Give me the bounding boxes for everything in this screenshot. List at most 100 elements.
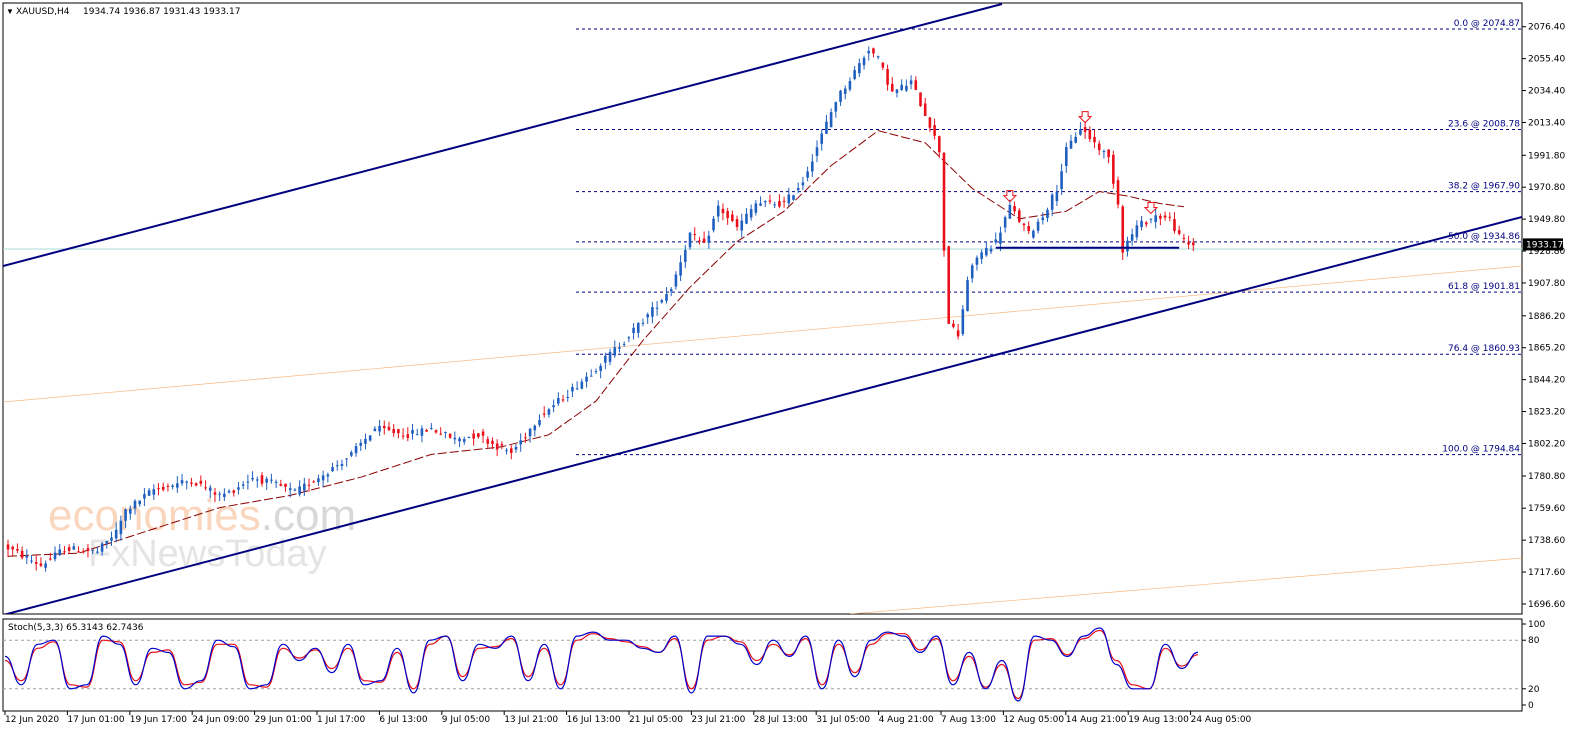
candle-body — [862, 57, 866, 66]
candle-body — [740, 220, 744, 231]
candle-body — [905, 85, 908, 91]
candle-body — [100, 543, 104, 552]
candle-body — [190, 482, 193, 484]
channel-lower-line — [3, 216, 1522, 614]
candle-body — [956, 330, 960, 337]
candle-body — [1046, 209, 1049, 219]
candle-body — [260, 475, 264, 484]
candle-body — [472, 433, 475, 439]
candle-body — [651, 307, 654, 317]
time-tick-label: 12 Jun 2020 — [5, 715, 59, 725]
candle-body — [834, 102, 838, 112]
candle-body — [599, 365, 602, 371]
candle-body — [25, 555, 29, 558]
candle-body — [1168, 216, 1172, 218]
current-price-box-bg — [1523, 238, 1563, 251]
candle-body — [161, 486, 165, 490]
candle-body — [378, 425, 381, 432]
candle-body — [1036, 221, 1040, 231]
candle-body — [778, 201, 781, 207]
candle-body — [439, 433, 443, 435]
candle-body — [961, 309, 965, 335]
candle-body — [773, 204, 776, 206]
candle-body — [1093, 136, 1096, 143]
candle-body — [608, 352, 612, 362]
candle-body — [303, 483, 306, 491]
time-tick-label: 19 Aug 13:00 — [1128, 715, 1189, 725]
candle-body — [86, 548, 90, 551]
candle-body — [721, 208, 725, 214]
ohlc-label: 1934.74 1936.87 1931.43 1933.17 — [83, 7, 240, 17]
candle-body — [30, 560, 33, 562]
candle-body — [999, 232, 1002, 244]
candle-body — [227, 491, 231, 493]
candle-body — [909, 80, 913, 85]
candle-body — [735, 219, 739, 227]
candle-body — [128, 508, 132, 514]
candle-body — [368, 435, 372, 441]
candle-body — [942, 152, 946, 251]
candle-body — [985, 248, 988, 256]
candle-body — [232, 490, 236, 493]
stoch-levels — [3, 639, 1522, 690]
candle-body — [411, 429, 414, 434]
candle-body — [185, 481, 189, 483]
candle-body — [420, 428, 424, 436]
candle-body — [528, 428, 532, 437]
candle-body — [895, 89, 899, 93]
watermark-line1: economies — [48, 491, 261, 540]
time-tick-label: 12 Aug 05:00 — [1003, 715, 1064, 725]
candle-body — [792, 195, 795, 200]
orange-trendline-upper — [3, 265, 1522, 403]
candle-body — [1135, 225, 1139, 238]
stoch-tick-label: 100 — [1528, 620, 1545, 630]
candle-body — [745, 213, 748, 224]
price-tick-label: 1802.20 — [1528, 439, 1565, 449]
candle-body — [288, 488, 292, 491]
candle-body — [241, 484, 245, 486]
candle-body — [105, 541, 109, 544]
candle-body — [1003, 217, 1007, 228]
candle-body — [359, 442, 363, 446]
candle-body — [716, 205, 720, 217]
stoch-title: Stoch(5,3,3) 65.3143 62.7436 — [8, 623, 144, 633]
time-tick-label: 9 Jul 05:00 — [442, 715, 491, 725]
candle-body — [636, 322, 640, 333]
candle-body — [321, 475, 325, 481]
candle-body — [604, 355, 607, 363]
candle-body — [707, 235, 711, 243]
candle-body — [839, 90, 842, 102]
current-price-label: 1933.17 — [1526, 240, 1563, 250]
candle-body — [124, 509, 127, 521]
candle-body — [519, 440, 522, 445]
candle-body — [91, 549, 94, 551]
candle-body — [641, 322, 645, 324]
price-tick-label: 1844.20 — [1528, 376, 1565, 386]
candle-body — [1126, 240, 1129, 252]
price-tick-label: 1717.60 — [1528, 568, 1565, 578]
candle-body — [176, 483, 179, 488]
price-tick-label: 1865.20 — [1528, 344, 1565, 354]
candle-body — [552, 405, 555, 408]
candle-body — [1083, 127, 1087, 132]
candle-body — [63, 551, 66, 553]
time-tick-label: 31 Jul 05:00 — [816, 715, 870, 725]
candle-body — [1088, 129, 1092, 140]
down-arrow-icon — [1002, 190, 1018, 203]
candle-body — [684, 250, 687, 262]
candle-body — [688, 232, 692, 248]
candle-body — [890, 83, 894, 92]
candle-body — [848, 81, 852, 90]
candle-body — [406, 434, 410, 438]
fib-level-label: 50.0 @ 1934.86 — [1448, 232, 1520, 242]
candle-body — [571, 386, 574, 392]
candle-body — [458, 438, 461, 442]
candle-body — [448, 433, 452, 438]
candle-body — [279, 484, 283, 486]
candle-body — [133, 500, 137, 509]
candle-body — [632, 327, 635, 334]
candle-body — [698, 240, 701, 242]
candle-body — [53, 552, 57, 560]
candle-body — [246, 481, 250, 483]
candle-body — [1112, 154, 1115, 184]
